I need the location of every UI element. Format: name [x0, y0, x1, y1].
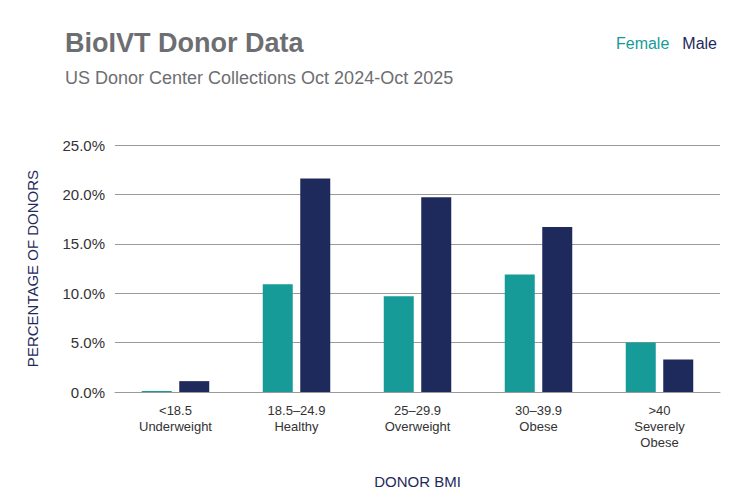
svg-text:25–29.9: 25–29.9 [394, 403, 441, 418]
svg-text:5.0%: 5.0% [71, 334, 105, 351]
svg-text:BioIVT Donor Data: BioIVT Donor Data [65, 28, 304, 58]
svg-text:Overweight: Overweight [385, 419, 451, 434]
svg-text:Underweight: Underweight [139, 419, 212, 434]
svg-text:Obese: Obese [519, 419, 557, 434]
svg-text:20.0%: 20.0% [62, 186, 105, 203]
svg-text:10.0%: 10.0% [62, 285, 105, 302]
svg-text:Severely: Severely [634, 419, 685, 434]
svg-text:0.0%: 0.0% [71, 384, 105, 401]
svg-text:18.5–24.9: 18.5–24.9 [268, 403, 326, 418]
svg-text:Obese: Obese [640, 435, 678, 450]
svg-text:PERCENTAGE OF DONORS: PERCENTAGE OF DONORS [24, 170, 41, 367]
svg-text:DONOR BMI: DONOR BMI [374, 473, 461, 490]
svg-text:Female: Female [616, 35, 669, 52]
svg-text:>40: >40 [648, 403, 670, 418]
svg-text:25.0%: 25.0% [62, 137, 105, 154]
svg-text:15.0%: 15.0% [62, 235, 105, 252]
svg-text:Male: Male [682, 35, 717, 52]
svg-text:Healthy: Healthy [274, 419, 319, 434]
svg-text:30–39.9: 30–39.9 [515, 403, 562, 418]
svg-text:<18.5: <18.5 [159, 403, 192, 418]
svg-text:US Donor Center Collections Oc: US Donor Center Collections Oct 2024-Oct… [65, 68, 453, 88]
